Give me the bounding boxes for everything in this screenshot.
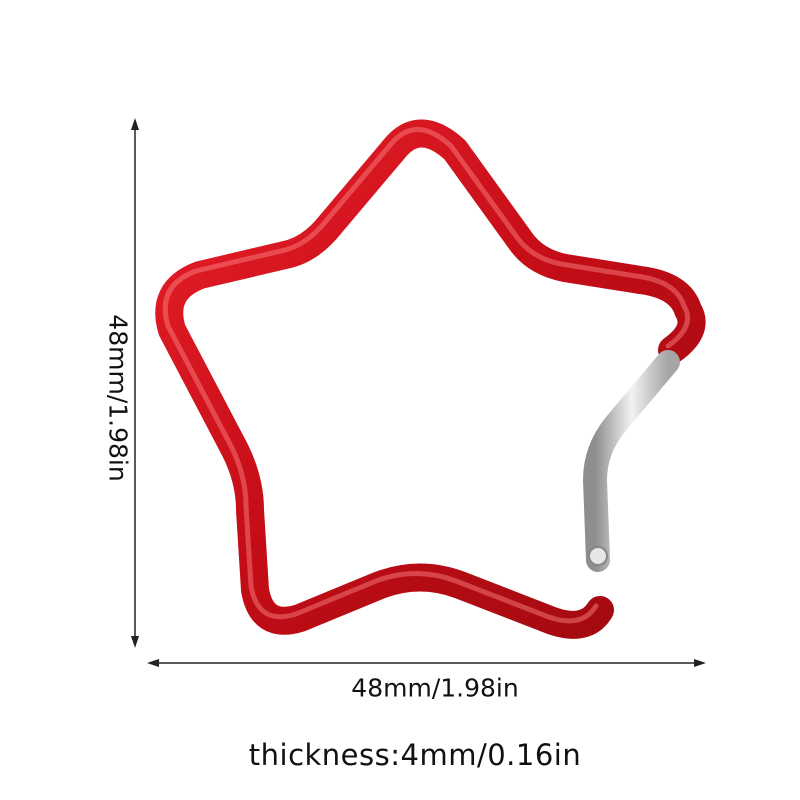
height-dimension-arrow <box>131 118 139 648</box>
star-carabiner-body <box>155 119 706 639</box>
carabiner-gate <box>583 350 680 572</box>
height-label: 48mm/1.98in <box>103 314 133 482</box>
thickness-label: thickness:4mm/0.16in <box>248 738 582 772</box>
gate-rivet <box>588 546 608 566</box>
width-label: 48mm/1.98in <box>351 673 519 703</box>
width-dimension-arrow <box>147 659 706 667</box>
